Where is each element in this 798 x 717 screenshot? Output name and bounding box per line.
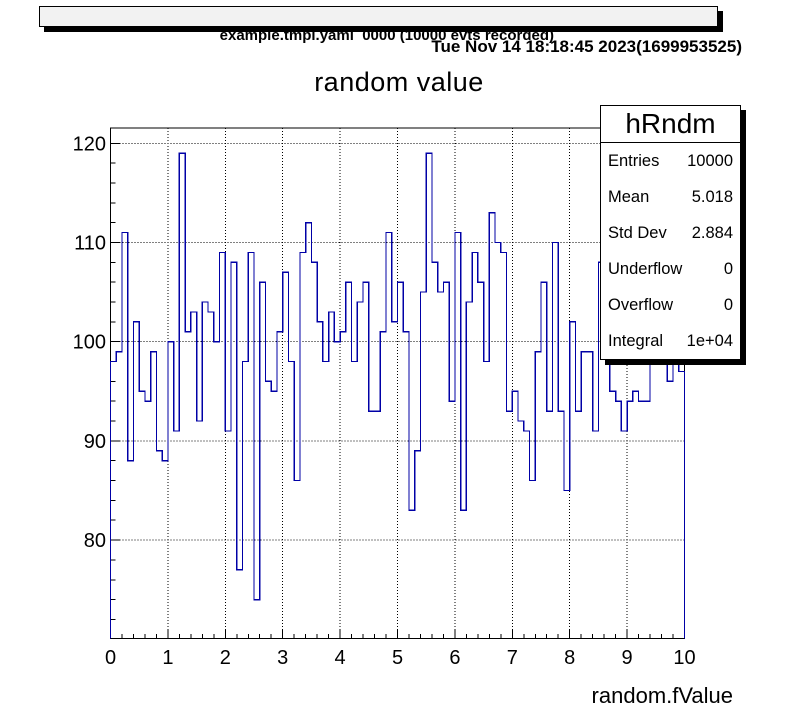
stats-row: Mean 5.018: [601, 179, 740, 215]
x-tick-label: 0: [105, 647, 116, 669]
stats-row-value: 5.018: [691, 187, 733, 206]
title-bar: example.tmpl.yaml 0000 (10000 evts recor…: [39, 6, 718, 44]
stats-row: Entries 10000: [601, 143, 740, 179]
stats-row-label: Mean: [608, 187, 650, 206]
stats-row-label: Underflow: [608, 259, 683, 278]
x-tick-label: 2: [220, 647, 231, 669]
stats-box: hRndm Entries 10000 Mean 5.018 Std Dev 2.884 U…: [600, 105, 741, 360]
x-tick-label: 10: [673, 647, 695, 669]
stats-row: Integral 1e+04: [601, 323, 740, 359]
stats-row-value: 10000: [687, 151, 733, 170]
stats-row-value: 1e+04: [686, 331, 733, 350]
x-tick-label: 1: [162, 647, 173, 669]
x-tick-label: 5: [392, 647, 403, 669]
title-bar-label: example.tmpl.yaml 0000 (10000 evts recor…: [219, 27, 554, 44]
plot-title: random value: [314, 67, 484, 97]
stats-row-label: Overflow: [608, 295, 674, 314]
x-tick-label: 4: [335, 647, 346, 669]
stats-row-label: Integral: [608, 331, 664, 350]
stats-row: Underflow 0: [601, 251, 740, 287]
x-axis-title: random.fValue: [591, 683, 733, 708]
date-stamp: Tue Nov 14 18:18:45 2023(1699953525): [431, 37, 742, 56]
stats-row: Overflow 0: [601, 287, 740, 323]
stats-row: Std Dev 2.884: [601, 215, 740, 251]
histogram-line: [109, 152, 686, 639]
y-tick-label: 90: [84, 431, 106, 453]
x-tick-label: 8: [564, 647, 575, 669]
x-tick-label: 9: [622, 647, 633, 669]
y-tick-label: 110: [74, 232, 106, 254]
y-tick-label: 100: [73, 332, 106, 354]
x-tick-label: 7: [507, 647, 518, 669]
stats-rows: Entries 10000 Mean 5.018 Std Dev 2.884 Underfl…: [601, 143, 740, 359]
stats-row-value: 0: [723, 259, 733, 278]
stats-row-value: 2.884: [691, 223, 733, 242]
y-tick-label: 120: [73, 133, 106, 155]
x-tick-label: 3: [277, 647, 288, 669]
stats-row-label: Entries: [608, 151, 660, 170]
stats-row-value: 0: [723, 295, 733, 314]
x-tick-label: 6: [449, 647, 460, 669]
stats-row-label: Std Dev: [608, 223, 667, 242]
y-tick-label: 80: [84, 530, 106, 552]
stats-box-title: hRndm: [601, 106, 740, 143]
